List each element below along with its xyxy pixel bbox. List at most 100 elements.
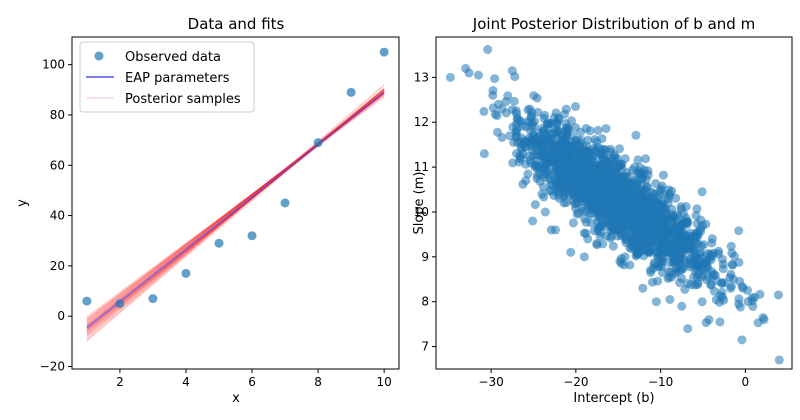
posterior-y-ticks: 7 8 9 10 11 12 13 <box>414 70 436 354</box>
posterior-sample-line <box>86 88 385 335</box>
posterior-point <box>715 317 725 327</box>
observed-point <box>115 299 125 309</box>
legend-observed-label: Observed data <box>125 50 221 65</box>
posterior-point <box>692 204 702 214</box>
posterior-point <box>593 125 603 135</box>
posterior-point <box>643 239 653 249</box>
posterior-point <box>728 260 738 270</box>
posterior-point <box>581 124 591 133</box>
posterior-sample-line <box>86 95 385 319</box>
posterior-point <box>663 198 673 208</box>
posterior-point <box>581 217 591 227</box>
posterior-point <box>530 200 540 210</box>
posterior-point <box>671 256 681 266</box>
legend-box <box>79 41 255 113</box>
posterior-point <box>540 110 550 120</box>
posterior-point <box>508 158 518 168</box>
posterior-point <box>759 315 769 325</box>
posterior-x-ticks: −30 −20 −10 0 <box>478 369 749 389</box>
posterior-point <box>579 252 589 262</box>
posterior-point <box>652 194 662 204</box>
posterior-sample-line <box>86 89 385 334</box>
posterior-point <box>529 91 539 101</box>
x-tick-label: 6 <box>248 375 256 389</box>
x-tick-label: 0 <box>742 375 750 389</box>
posterior-point <box>561 104 571 114</box>
posterior-point <box>540 151 550 161</box>
posterior-point <box>677 273 686 283</box>
posterior-point <box>651 297 661 307</box>
posterior-point <box>570 123 580 132</box>
posterior-point <box>592 238 602 248</box>
posterior-point <box>656 215 665 225</box>
posterior-point <box>505 131 515 141</box>
posterior-point <box>570 199 580 209</box>
posterior-point <box>563 190 573 200</box>
posterior-point <box>704 315 714 325</box>
posterior-plot-frame <box>435 36 793 370</box>
posterior-point <box>512 126 522 136</box>
observed-point <box>313 138 323 148</box>
x-tick-label: 4 <box>182 375 190 389</box>
posterior-point <box>620 252 630 262</box>
posterior-point <box>697 297 707 307</box>
posterior-point <box>615 194 624 203</box>
posterior-sample-line <box>86 87 385 338</box>
posterior-point <box>523 137 533 147</box>
x-tick-label: 8 <box>314 375 322 389</box>
posterior-point <box>630 162 640 172</box>
posterior-point <box>657 228 667 238</box>
x-tick-label: 2 <box>116 375 124 389</box>
posterior-point <box>525 155 535 165</box>
posterior-point <box>586 156 596 166</box>
posterior-point <box>670 269 680 278</box>
posterior-point <box>542 135 552 145</box>
posterior-point <box>464 68 474 78</box>
fits-x-ticks: 2 4 6 8 10 <box>116 369 392 389</box>
posterior-point <box>551 118 561 128</box>
posterior-point <box>597 170 607 180</box>
posterior-point <box>576 193 586 203</box>
posterior-point <box>550 141 560 151</box>
y-tick-label: 60 <box>50 158 65 172</box>
posterior-point <box>618 200 628 210</box>
posterior-point <box>643 166 653 176</box>
posterior-point <box>678 219 688 229</box>
observed-point <box>379 47 389 57</box>
posterior-point <box>598 195 608 205</box>
posterior-point <box>582 141 592 151</box>
posterior-sample-line <box>86 89 385 327</box>
posterior-point <box>659 190 669 200</box>
y-tick-label: 9 <box>421 250 429 264</box>
y-tick-label: 12 <box>414 115 429 129</box>
posterior-point <box>656 252 666 262</box>
posterior-point <box>615 144 624 154</box>
posterior-point <box>583 197 593 207</box>
posterior-point <box>591 144 600 154</box>
posterior-point <box>693 270 703 280</box>
posterior-y-label: Slope (m) <box>412 171 427 234</box>
posterior-point <box>729 274 739 284</box>
posterior-point <box>527 108 537 117</box>
posterior-point <box>734 299 744 309</box>
y-tick-label: −20 <box>40 359 65 373</box>
posterior-point <box>493 127 502 137</box>
posterior-point <box>773 290 783 300</box>
posterior-point <box>743 297 753 307</box>
posterior-point <box>675 232 685 242</box>
observed-point <box>247 231 257 241</box>
posterior-panel: Joint Posterior Distribution of b and m … <box>412 15 793 406</box>
posterior-point <box>509 96 519 106</box>
posterior-point <box>492 111 502 121</box>
observed-point <box>148 294 158 304</box>
posterior-point <box>641 154 650 164</box>
observed-point <box>181 268 191 278</box>
x-tick-label: 10 <box>376 375 391 389</box>
posterior-point <box>528 216 538 226</box>
posterior-point <box>575 138 585 148</box>
posterior-point <box>529 130 538 140</box>
posterior-point <box>608 241 618 251</box>
observed-point <box>346 87 356 97</box>
posterior-sample-line <box>86 87 385 336</box>
posterior-point <box>677 264 687 274</box>
